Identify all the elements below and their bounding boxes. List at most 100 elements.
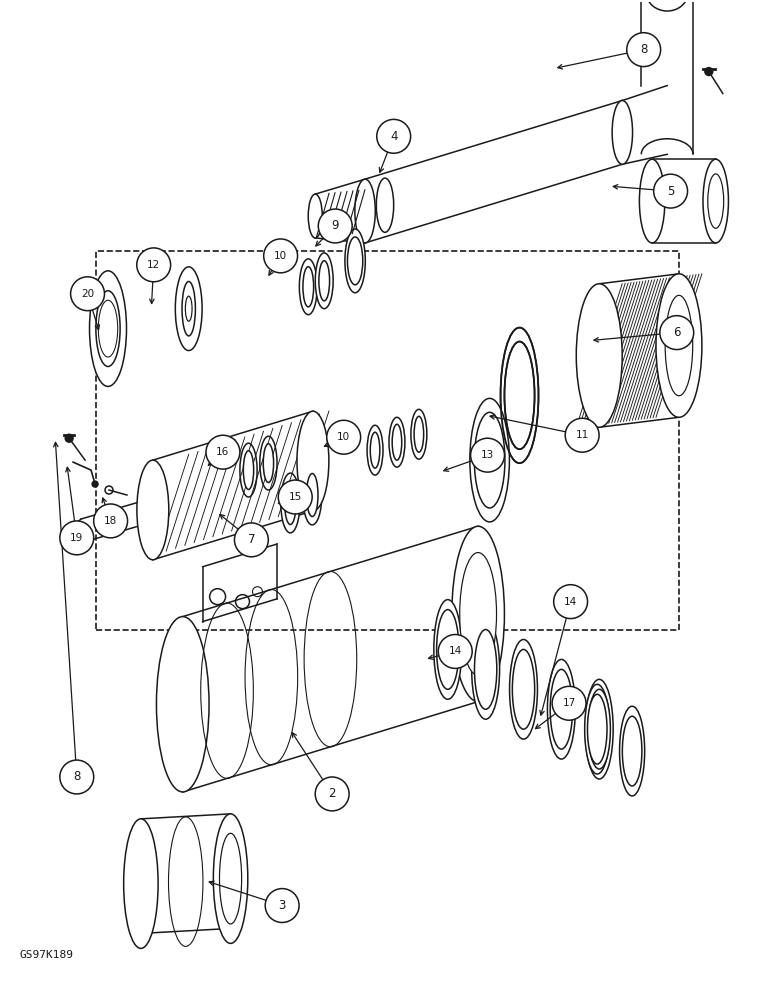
Ellipse shape xyxy=(576,284,622,427)
Circle shape xyxy=(471,438,504,472)
Circle shape xyxy=(438,635,472,668)
Text: 17: 17 xyxy=(563,698,576,708)
Ellipse shape xyxy=(414,416,424,452)
Text: 20: 20 xyxy=(81,289,94,299)
Text: 6: 6 xyxy=(673,326,680,339)
Circle shape xyxy=(377,119,411,153)
Ellipse shape xyxy=(182,281,195,336)
Ellipse shape xyxy=(459,553,496,675)
Ellipse shape xyxy=(437,610,459,689)
Circle shape xyxy=(60,521,93,555)
Text: 11: 11 xyxy=(576,430,589,440)
Text: 2: 2 xyxy=(328,787,336,800)
Ellipse shape xyxy=(639,159,665,243)
Ellipse shape xyxy=(452,526,504,702)
Ellipse shape xyxy=(345,229,365,293)
Ellipse shape xyxy=(376,178,394,232)
Ellipse shape xyxy=(620,706,645,796)
Text: 12: 12 xyxy=(147,260,161,270)
Text: 8: 8 xyxy=(640,43,648,56)
Ellipse shape xyxy=(665,295,692,396)
Ellipse shape xyxy=(646,0,688,11)
Ellipse shape xyxy=(504,342,534,449)
Circle shape xyxy=(264,239,297,273)
Text: 14: 14 xyxy=(564,597,577,607)
Text: 10: 10 xyxy=(274,251,287,261)
Text: 13: 13 xyxy=(481,450,494,460)
Ellipse shape xyxy=(389,417,405,467)
Ellipse shape xyxy=(392,424,401,460)
Text: 10: 10 xyxy=(337,432,350,442)
Text: 9: 9 xyxy=(331,219,339,232)
Ellipse shape xyxy=(157,617,209,792)
Circle shape xyxy=(318,209,352,243)
Ellipse shape xyxy=(315,253,334,309)
Circle shape xyxy=(65,434,73,442)
Circle shape xyxy=(315,777,349,811)
Ellipse shape xyxy=(612,101,632,164)
Ellipse shape xyxy=(285,481,296,525)
Ellipse shape xyxy=(474,412,505,508)
Circle shape xyxy=(93,504,127,538)
Text: 8: 8 xyxy=(73,770,80,783)
Ellipse shape xyxy=(297,411,329,511)
Circle shape xyxy=(278,480,312,514)
Circle shape xyxy=(327,420,361,454)
Ellipse shape xyxy=(303,267,313,307)
Ellipse shape xyxy=(703,159,729,243)
Ellipse shape xyxy=(510,639,537,739)
Circle shape xyxy=(60,760,93,794)
Ellipse shape xyxy=(708,174,723,228)
Ellipse shape xyxy=(175,267,202,351)
Ellipse shape xyxy=(281,473,300,533)
Ellipse shape xyxy=(411,409,427,459)
Circle shape xyxy=(660,316,694,350)
Text: 14: 14 xyxy=(449,646,462,656)
Circle shape xyxy=(206,435,240,469)
Ellipse shape xyxy=(584,684,610,774)
Ellipse shape xyxy=(98,300,117,357)
Ellipse shape xyxy=(367,425,383,475)
Ellipse shape xyxy=(260,436,277,490)
Text: 5: 5 xyxy=(667,185,674,198)
Ellipse shape xyxy=(472,620,499,719)
Ellipse shape xyxy=(547,659,575,759)
Ellipse shape xyxy=(622,716,642,786)
Ellipse shape xyxy=(587,694,607,764)
Ellipse shape xyxy=(475,630,497,709)
Bar xyxy=(96,251,679,630)
Text: 7: 7 xyxy=(248,533,255,546)
Ellipse shape xyxy=(300,259,317,315)
Ellipse shape xyxy=(96,291,120,366)
Text: GS97K189: GS97K189 xyxy=(19,950,73,960)
Ellipse shape xyxy=(347,237,363,285)
Ellipse shape xyxy=(656,274,702,417)
Ellipse shape xyxy=(263,444,273,483)
Ellipse shape xyxy=(124,819,158,948)
Circle shape xyxy=(705,68,713,76)
Ellipse shape xyxy=(470,398,510,522)
Ellipse shape xyxy=(588,689,611,769)
Ellipse shape xyxy=(306,473,318,517)
Text: 15: 15 xyxy=(289,492,302,502)
Circle shape xyxy=(554,585,587,619)
Ellipse shape xyxy=(355,179,375,243)
Ellipse shape xyxy=(513,649,535,729)
Circle shape xyxy=(565,418,599,452)
Circle shape xyxy=(235,523,269,557)
Circle shape xyxy=(92,481,98,487)
Ellipse shape xyxy=(303,465,322,525)
Circle shape xyxy=(552,686,586,720)
Text: 4: 4 xyxy=(390,130,398,143)
Ellipse shape xyxy=(185,296,192,321)
Circle shape xyxy=(137,248,171,282)
Circle shape xyxy=(70,277,104,311)
Ellipse shape xyxy=(137,460,169,560)
Ellipse shape xyxy=(243,451,254,489)
Circle shape xyxy=(627,33,661,67)
Ellipse shape xyxy=(213,814,248,943)
Ellipse shape xyxy=(240,443,257,497)
Ellipse shape xyxy=(90,271,127,386)
Ellipse shape xyxy=(550,669,573,749)
Circle shape xyxy=(654,174,688,208)
